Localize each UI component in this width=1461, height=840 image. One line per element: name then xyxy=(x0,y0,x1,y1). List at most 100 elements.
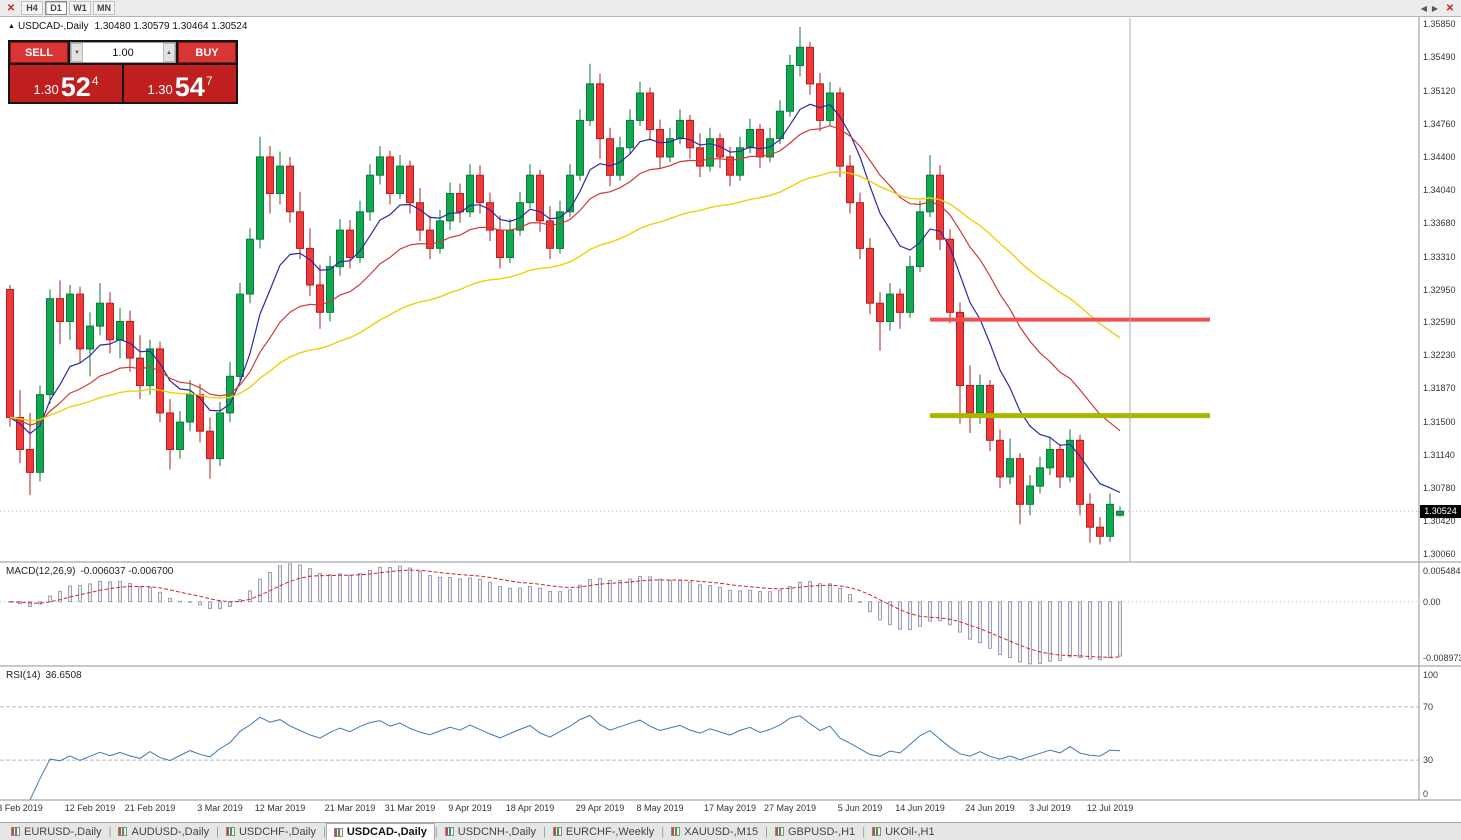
chart-tab-usdcad[interactable]: USDCAD-,Daily xyxy=(325,823,435,840)
tab-label: UKOil-,H1 xyxy=(885,825,935,838)
top-toolbar: ✕ H4 D1 W1 MN ◀ ▶ ✕ xyxy=(0,0,1461,17)
tab-label: XAUUSD-,M15 xyxy=(684,825,759,838)
scroll-right-icon[interactable]: ▶ xyxy=(1431,3,1438,13)
candle xyxy=(1016,458,1024,505)
tab-separator: | xyxy=(216,825,219,838)
buy-price-box[interactable]: 1.30 54 7 xyxy=(124,65,236,102)
candle xyxy=(506,229,514,259)
candle xyxy=(326,266,334,313)
chart-canvas[interactable] xyxy=(0,0,1461,801)
candle xyxy=(1066,439,1074,478)
tab-chart-icon xyxy=(225,827,235,836)
candle xyxy=(1036,467,1044,487)
volume-up-icon[interactable]: ▲ xyxy=(162,43,175,62)
candle xyxy=(576,119,584,176)
candle xyxy=(976,385,984,414)
candle xyxy=(256,156,264,240)
candle xyxy=(296,211,304,249)
candle xyxy=(16,417,24,450)
sell-button[interactable]: SELL xyxy=(10,42,68,63)
candle xyxy=(436,220,444,249)
tab-label: GBPUSD-,H1 xyxy=(787,825,856,838)
chart-tab-audusd[interactable]: AUDUSD-,Daily xyxy=(111,823,216,840)
candle xyxy=(136,357,144,387)
tab-chart-icon xyxy=(872,827,882,836)
close-window-icon[interactable]: ✕ xyxy=(1445,2,1455,14)
timeframe-button-h4[interactable]: H4 xyxy=(21,1,43,15)
tab-separator: | xyxy=(661,825,665,838)
candle xyxy=(1006,458,1014,478)
tab-separator: | xyxy=(862,825,866,838)
candle xyxy=(796,46,804,67)
chart-tab-eurusd[interactable]: EURUSD-,Daily xyxy=(4,823,109,840)
candle xyxy=(706,138,714,167)
candle xyxy=(36,394,44,473)
buy-button[interactable]: BUY xyxy=(178,42,236,63)
macd-histogram xyxy=(8,563,1122,665)
candle xyxy=(586,83,594,121)
candle xyxy=(536,174,544,222)
candle xyxy=(476,174,484,204)
candle xyxy=(946,238,954,313)
chart-tab-bar: EURUSD-,Daily | AUDUSD-,Daily | USDCHF-,Dail… xyxy=(0,822,1461,840)
candle xyxy=(406,165,414,204)
candle xyxy=(466,174,474,213)
candle xyxy=(46,298,54,396)
chart-tab-usdchf[interactable]: USDCHF-,Daily xyxy=(219,823,323,840)
candle xyxy=(756,129,764,158)
candle xyxy=(206,430,214,460)
tab-chart-icon xyxy=(11,827,20,836)
toolbar-right-controls: ◀ ▶ ✕ xyxy=(1421,1,1457,16)
candle xyxy=(246,238,254,295)
tab-separator: | xyxy=(543,825,546,838)
candle xyxy=(896,293,904,313)
candle xyxy=(1116,510,1124,516)
timeframe-button-mn[interactable]: MN xyxy=(93,1,115,15)
candle xyxy=(816,83,824,121)
candle xyxy=(876,302,884,323)
volume-input[interactable]: 1.00 xyxy=(112,46,134,59)
chart-tab-xauusd[interactable]: XAUUSD-,M15 xyxy=(664,823,765,840)
scroll-left-icon[interactable]: ◀ xyxy=(1420,3,1427,13)
candle xyxy=(366,174,374,213)
candle xyxy=(526,174,534,204)
ma-line-50 xyxy=(9,171,1121,422)
sell-price-box[interactable]: 1.30 52 4 xyxy=(10,65,122,102)
candle xyxy=(596,83,604,140)
candle xyxy=(806,46,814,85)
candle xyxy=(686,119,694,149)
candles-layer xyxy=(6,27,1124,545)
candle xyxy=(996,439,1004,478)
candle xyxy=(1056,449,1064,478)
candle xyxy=(786,65,794,112)
chart-tab-eurchf[interactable]: EURCHF-,Weekly xyxy=(546,823,661,840)
candle xyxy=(1046,449,1054,469)
buy-price-sup: 7 xyxy=(205,74,213,88)
time-axis-strip xyxy=(0,801,1461,822)
candle xyxy=(316,284,324,313)
close-chart-icon[interactable]: ✕ xyxy=(6,2,16,14)
candle xyxy=(626,119,634,149)
candle xyxy=(456,193,464,213)
candle xyxy=(96,302,104,327)
candle xyxy=(276,165,284,195)
candle xyxy=(1096,526,1104,537)
tab-separator: | xyxy=(434,825,438,838)
candle xyxy=(566,174,574,213)
candle xyxy=(236,293,244,377)
buy-price-small: 1.30 xyxy=(147,82,173,97)
candle xyxy=(646,92,654,131)
candle xyxy=(846,165,854,204)
chart-tab-gbpusd[interactable]: GBPUSD-,H1 xyxy=(768,823,862,840)
candle xyxy=(936,174,944,240)
timeframe-button-d1[interactable]: D1 xyxy=(45,1,67,15)
chart-tab-usdcnh[interactable]: USDCNH-,Daily xyxy=(438,823,543,840)
tab-chart-icon xyxy=(552,827,562,836)
candle xyxy=(106,302,114,341)
chart-tab-ukoil[interactable]: UKOil-,H1 xyxy=(865,823,942,840)
candle xyxy=(176,421,184,451)
timeframe-button-w1[interactable]: W1 xyxy=(69,1,91,15)
candle xyxy=(616,147,624,176)
volume-down-icon[interactable]: ▼ xyxy=(71,43,83,62)
candle xyxy=(26,449,34,473)
